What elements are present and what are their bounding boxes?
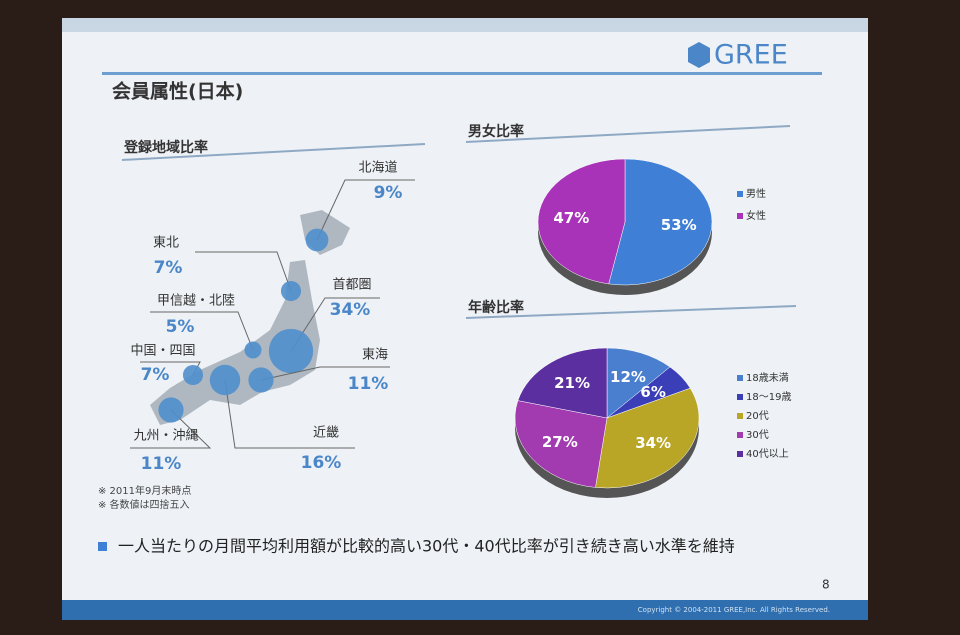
region-label: 北海道 (358, 161, 397, 176)
legend-label: 20代 (746, 410, 769, 422)
legend-swatch (737, 451, 743, 457)
bullet-text: 一人当たりの月間平均利用額が比較的高い30代・40代比率が引き続き高い水準を維持 (118, 537, 735, 556)
legend-label: 18〜19歳 (746, 391, 791, 403)
legend-label: 女性 (746, 209, 766, 222)
legend-swatch (737, 432, 743, 438)
legend-label: 30代 (746, 429, 769, 441)
bubble (182, 364, 204, 386)
legend-label: 男性 (746, 187, 766, 200)
legend-swatch (737, 394, 743, 400)
leader-line (224, 379, 355, 449)
pie-slice (514, 400, 608, 488)
region-value: 9% (374, 183, 403, 203)
section-title: 男女比率 (468, 123, 524, 140)
slice-label: 27% (542, 433, 578, 451)
section-rule (465, 125, 791, 143)
legend-swatch (737, 375, 743, 381)
section-rule (121, 143, 426, 161)
region-label: 中国・四国 (130, 344, 195, 359)
bubble (209, 364, 241, 396)
bubble (305, 228, 329, 252)
region-value: 5% (166, 317, 195, 337)
slice-label: 53% (661, 216, 697, 234)
page-number: 8 (822, 578, 830, 592)
slice-label: 21% (554, 374, 590, 392)
slice-label: 6% (640, 383, 665, 401)
pie-slice (595, 387, 700, 489)
legend-swatch (737, 191, 743, 197)
leader-line (316, 179, 415, 241)
legend-swatch (737, 413, 743, 419)
bubble (158, 397, 184, 423)
slide-top-band (62, 18, 868, 32)
section-rule (465, 305, 797, 319)
note: ※ 2011年9月末時点 (98, 484, 191, 497)
copyright: Copyright © 2004-2011 GREE,Inc. All Righ… (638, 606, 830, 614)
bubble (248, 367, 274, 393)
region-label: 東海 (362, 347, 388, 363)
section-title: 登録地域比率 (123, 139, 208, 156)
region-label: 九州・沖縄 (133, 429, 198, 444)
region-label: 甲信越・北陸 (157, 293, 235, 309)
region-value: 11% (348, 374, 389, 394)
region-label: 首都圏 (332, 278, 371, 293)
bubble (280, 280, 302, 302)
logo: GREE (714, 40, 788, 71)
section-title: 年齢比率 (468, 299, 524, 316)
slice-label: 34% (635, 434, 671, 452)
region-value: 11% (141, 454, 182, 474)
note: ※ 各数値は四捨五入 (98, 498, 190, 511)
region-value: 7% (141, 365, 170, 385)
legend-swatch (737, 213, 743, 219)
slide (62, 18, 868, 620)
leader-line (195, 251, 292, 292)
pie-slice (517, 347, 608, 419)
bubble (268, 328, 314, 374)
bubble (244, 341, 262, 359)
slide-title: 会員属性(日本) (112, 80, 243, 103)
leader-line (260, 366, 390, 381)
region-value: 7% (154, 258, 183, 278)
region-value: 34% (330, 300, 371, 320)
pie-slice (608, 158, 713, 286)
region-value: 16% (301, 453, 342, 473)
logo-mark (688, 42, 710, 68)
slice-label: 12% (610, 368, 646, 386)
slice-label: 47% (553, 209, 589, 227)
pie-slice (537, 158, 626, 285)
legend-label: 40代以上 (746, 448, 789, 460)
pie-slice (606, 347, 671, 419)
region-label: 東北 (153, 235, 179, 251)
bullet-mark (98, 542, 107, 551)
leader-line (150, 311, 254, 351)
title-rule (102, 72, 822, 75)
slide-footer (62, 600, 868, 620)
region-label: 近畿 (313, 426, 339, 441)
legend-label: 18歳未満 (746, 372, 789, 384)
leader-line (130, 409, 212, 449)
